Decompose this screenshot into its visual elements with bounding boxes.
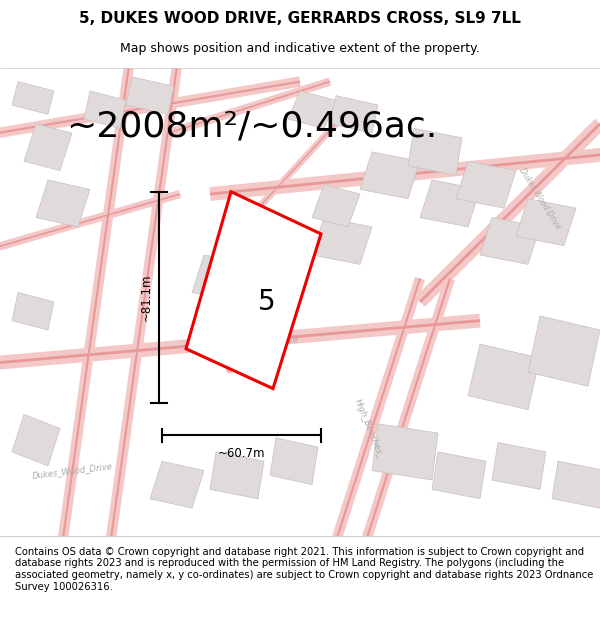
Polygon shape: [528, 316, 600, 386]
Polygon shape: [330, 96, 378, 133]
Text: ~81.1m: ~81.1m: [139, 274, 152, 321]
Text: Dukes_Wood_Drive: Dukes_Wood_Drive: [217, 334, 299, 354]
Polygon shape: [210, 452, 264, 499]
Polygon shape: [432, 452, 486, 499]
Polygon shape: [492, 442, 546, 489]
Text: Map shows position and indicative extent of the property.: Map shows position and indicative extent…: [120, 42, 480, 55]
Text: 5, DUKES WOOD DRIVE, GERRARDS CROSS, SL9 7LL: 5, DUKES WOOD DRIVE, GERRARDS CROSS, SL9…: [79, 11, 521, 26]
Polygon shape: [288, 91, 336, 129]
Polygon shape: [84, 91, 126, 129]
Text: ~2008m²/~0.496ac.: ~2008m²/~0.496ac.: [67, 109, 437, 143]
Polygon shape: [480, 217, 540, 264]
Polygon shape: [150, 461, 204, 508]
Text: ~60.7m: ~60.7m: [218, 447, 265, 460]
Polygon shape: [12, 81, 54, 114]
Polygon shape: [420, 180, 480, 227]
Polygon shape: [36, 180, 90, 227]
Polygon shape: [360, 152, 420, 199]
Polygon shape: [408, 129, 462, 175]
Polygon shape: [12, 414, 60, 466]
Polygon shape: [192, 255, 252, 302]
Polygon shape: [24, 124, 72, 171]
Polygon shape: [372, 424, 438, 480]
Text: Dukes_Wood_Drive: Dukes_Wood_Drive: [31, 461, 113, 480]
Polygon shape: [228, 302, 276, 339]
Polygon shape: [468, 344, 540, 410]
Polygon shape: [252, 236, 312, 283]
Polygon shape: [126, 77, 174, 114]
Polygon shape: [270, 438, 318, 485]
Polygon shape: [12, 292, 54, 330]
Text: High_Beeches_: High_Beeches_: [353, 398, 385, 459]
Polygon shape: [456, 161, 516, 208]
Polygon shape: [516, 199, 576, 246]
Polygon shape: [312, 185, 360, 227]
Polygon shape: [552, 461, 600, 508]
Polygon shape: [186, 192, 321, 389]
Polygon shape: [312, 217, 372, 264]
Text: 5: 5: [258, 288, 276, 316]
Text: Dukes Wood Drive: Dukes Wood Drive: [517, 166, 563, 231]
Text: Contains OS data © Crown copyright and database right 2021. This information is : Contains OS data © Crown copyright and d…: [15, 547, 593, 592]
